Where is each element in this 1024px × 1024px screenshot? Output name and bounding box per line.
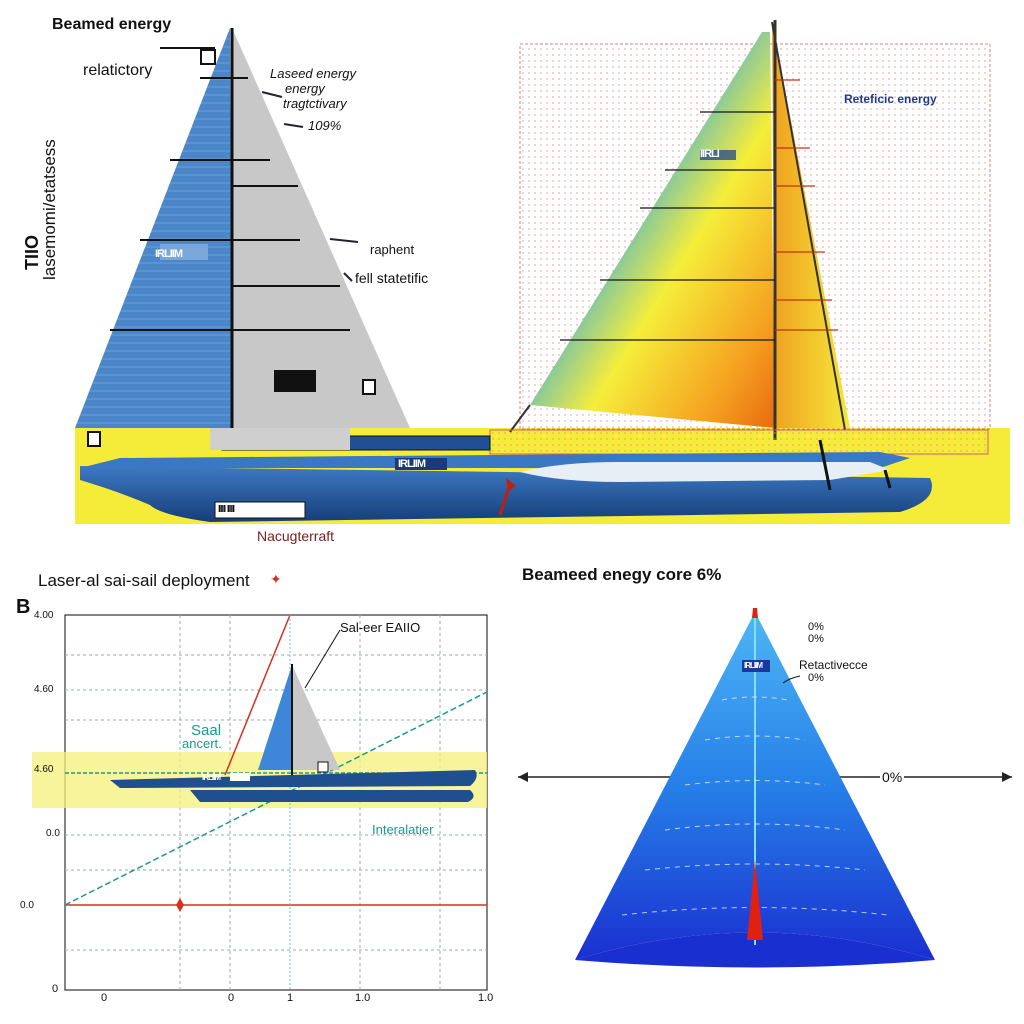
chart-title-marker: ✦ [270,571,282,587]
label-laser-1: Laseed energy [270,66,357,81]
label-beamed-energy: Beamed energy [52,16,172,33]
mini-sail-grey [292,665,340,770]
cone-title: Beameed enegy core 6% [522,565,722,584]
x-tick-3: 1 [287,992,294,1004]
cone-core-red [747,860,763,940]
label-nacugterraft: Nacugterraft [257,528,335,544]
cone-pct-2: 0% [808,633,824,645]
chart-title: Laser-al sai-sail deployment [38,571,250,590]
y-tick-5: 0.0 [20,900,34,911]
label-laser-4: 109% [308,118,342,133]
label-laser-3: tragtctivary [283,96,347,111]
x-tick-2: 0 [228,992,235,1004]
sail-tag-right: IIRLI [700,148,720,160]
label-raphent: raphent [370,242,415,257]
y-tick-1: 4.00 [34,610,54,621]
hull-tag-left: IRLIIM [398,458,426,470]
x-tick-5: 1.0 [478,992,494,1004]
heat-jib [772,22,850,428]
label-reteficic-energy: Reteficic energy [844,92,937,106]
label-ancert: ancert. [182,736,222,751]
tag-block [274,370,316,392]
jib-sail [232,28,410,428]
cone-axis-pct: 0% [880,769,905,785]
x-tick-1: 0 [101,992,108,1004]
hull-window [520,462,890,482]
cone-pct-1: 0% [808,621,824,633]
top-right-sail [509,20,850,440]
main-sail [75,28,232,428]
label-relativistic: relatictory [83,62,153,79]
red-trajectory [224,614,291,776]
label-interalatier: Interalatier [372,822,434,837]
label-sal-eer: Sal-eer EAIIO [340,620,421,635]
hull-tag-strip: IIII IIII [218,504,235,515]
label-laser-2: energy [285,81,325,96]
label-fell-statetific: fell statetific [355,270,429,286]
label-vertical-2: lasemomi/etatsess [40,139,59,280]
deployment-chart [32,614,488,991]
y-tick-2: 4.60 [34,684,54,695]
mini-sail-blue [258,665,292,770]
y-tick-3: 4.60 [34,764,54,775]
y-tick-bottom: 0 [52,983,59,995]
sail-tag-left: IRLIIM [155,248,183,260]
cone-tag: IRLIIM [744,661,763,670]
heat-main-sail [530,32,775,428]
mini-hull-tag: IRLIIM [202,773,221,782]
x-tick-4: 1.0 [355,992,371,1004]
hull-assembly [80,428,989,522]
beam-cone [518,608,1012,968]
label-saal: Saal [191,722,222,739]
panel-letter-b: B [16,596,31,618]
cone-pct-3: 0% [808,672,824,684]
label-retactivecce: Retactivecce [799,658,868,672]
tag-square [200,49,216,65]
y-tick-4: 0.0 [46,828,60,839]
